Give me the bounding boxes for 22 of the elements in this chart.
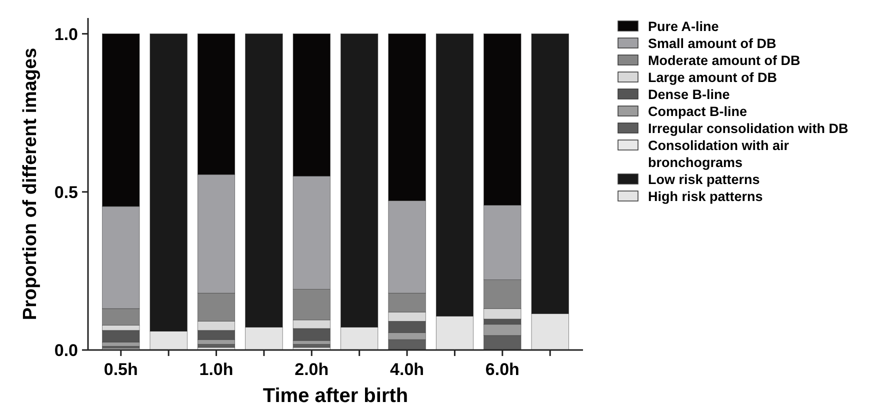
x-tick-label: 4.0h <box>390 360 424 379</box>
legend-label: Compact B-line <box>648 104 748 119</box>
legend-label: Moderate amount of DB <box>648 53 800 68</box>
legend-label: Irregular consolidation with DB <box>648 121 849 136</box>
legend-label: Consolidation with air bronchograms <box>648 138 790 170</box>
x-tick-label: 2.0h <box>294 360 329 379</box>
bar <box>292 344 330 348</box>
y-axis-title: Proportion of different images <box>20 48 41 320</box>
y-tick-label: 0.5 <box>54 182 78 202</box>
legend-label: Large amount of DB <box>648 70 778 85</box>
legend-label: Dense B-line <box>648 87 730 102</box>
legend-label: High risk patterns <box>648 189 763 204</box>
x-tick-label: 6.0h <box>485 360 520 379</box>
bar <box>198 344 236 348</box>
legend-label: Low risk patterns <box>648 172 760 187</box>
x-tick-label: 1.0h <box>199 360 234 379</box>
y-tick-label: 0.0 <box>54 340 78 360</box>
legend-label: Pure A-line <box>648 19 720 34</box>
x-tick-label: 0.5h <box>104 360 138 379</box>
legend-label: Small amount of DB <box>648 36 777 51</box>
y-tick-label: 1.0 <box>54 24 78 44</box>
x-axis-title: Time after birth <box>262 385 408 407</box>
